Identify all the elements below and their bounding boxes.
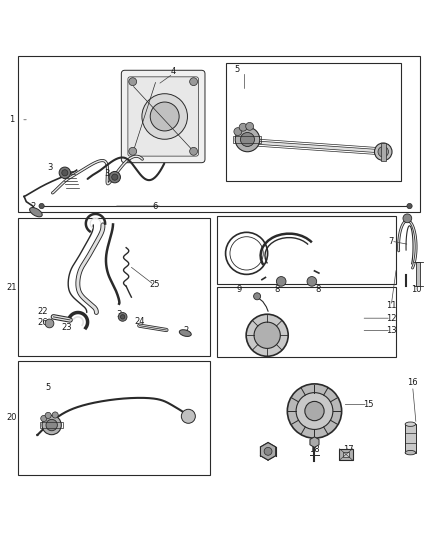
Text: 12: 12	[386, 314, 396, 322]
Bar	[40, 422, 63, 427]
Circle shape	[120, 314, 125, 319]
Bar	[381, 143, 386, 160]
Circle shape	[254, 322, 280, 349]
Circle shape	[234, 128, 242, 135]
Bar	[18, 56, 420, 212]
Polygon shape	[310, 437, 319, 447]
Circle shape	[129, 78, 137, 86]
Circle shape	[287, 384, 342, 438]
Text: 26: 26	[38, 318, 48, 327]
Circle shape	[264, 447, 272, 455]
Text: 2: 2	[30, 203, 35, 212]
Text: 2: 2	[184, 326, 189, 335]
Ellipse shape	[405, 450, 416, 455]
Text: 3: 3	[48, 163, 53, 172]
Circle shape	[59, 167, 71, 179]
Circle shape	[239, 123, 247, 131]
Text: 7: 7	[389, 237, 394, 246]
Text: 8: 8	[275, 285, 280, 294]
Circle shape	[403, 214, 412, 223]
Bar	[339, 449, 353, 460]
Ellipse shape	[405, 422, 416, 426]
Circle shape	[41, 415, 47, 422]
Text: 6: 6	[153, 201, 158, 211]
Ellipse shape	[179, 330, 191, 336]
Circle shape	[62, 169, 68, 176]
FancyBboxPatch shape	[121, 70, 205, 163]
Bar	[217, 287, 396, 357]
Text: 13: 13	[386, 326, 396, 335]
Text: 4: 4	[170, 67, 176, 76]
Circle shape	[45, 319, 54, 328]
Text: 9: 9	[237, 285, 242, 294]
Circle shape	[296, 393, 333, 430]
Text: 15: 15	[363, 400, 373, 409]
Circle shape	[407, 204, 412, 209]
Ellipse shape	[30, 207, 42, 217]
Text: 25: 25	[149, 280, 159, 289]
Circle shape	[190, 147, 198, 155]
Text: 18: 18	[309, 445, 319, 454]
Text: 22: 22	[38, 306, 48, 316]
Circle shape	[46, 419, 57, 431]
Text: 3: 3	[117, 310, 122, 319]
Bar	[226, 63, 401, 181]
Circle shape	[240, 133, 254, 147]
Circle shape	[235, 127, 260, 152]
Bar	[217, 216, 396, 284]
Text: 19: 19	[262, 445, 272, 454]
Circle shape	[52, 412, 58, 418]
Bar	[18, 219, 210, 356]
Circle shape	[305, 401, 324, 421]
Text: 8: 8	[315, 285, 321, 294]
Text: 23: 23	[61, 324, 72, 332]
Text: 3: 3	[105, 169, 110, 178]
Circle shape	[190, 78, 198, 86]
Circle shape	[112, 174, 118, 180]
Text: 14: 14	[258, 320, 268, 329]
Circle shape	[129, 147, 137, 155]
Circle shape	[150, 102, 179, 131]
Circle shape	[246, 123, 254, 130]
Bar	[416, 262, 420, 286]
Circle shape	[109, 172, 120, 183]
Circle shape	[42, 415, 61, 435]
Text: 1: 1	[9, 115, 14, 124]
Bar	[18, 361, 210, 474]
Text: 5: 5	[234, 65, 239, 74]
Text: 24: 24	[134, 317, 145, 326]
Circle shape	[118, 312, 127, 321]
Circle shape	[142, 94, 187, 139]
Text: 10: 10	[411, 285, 421, 294]
Circle shape	[181, 409, 195, 423]
Circle shape	[45, 413, 51, 418]
Text: 16: 16	[407, 378, 418, 387]
Bar	[233, 136, 261, 143]
Circle shape	[378, 147, 389, 157]
Bar	[405, 424, 416, 453]
Circle shape	[254, 293, 261, 300]
Circle shape	[276, 277, 286, 286]
FancyBboxPatch shape	[128, 77, 198, 156]
Polygon shape	[261, 442, 276, 460]
Bar	[343, 452, 349, 457]
Text: 20: 20	[7, 413, 17, 422]
Circle shape	[374, 143, 392, 160]
Text: 21: 21	[7, 283, 17, 292]
Circle shape	[307, 277, 317, 286]
Text: 5: 5	[46, 383, 51, 392]
Circle shape	[39, 204, 44, 209]
Circle shape	[246, 314, 288, 356]
Text: 17: 17	[343, 445, 353, 454]
Text: 11: 11	[386, 302, 396, 310]
